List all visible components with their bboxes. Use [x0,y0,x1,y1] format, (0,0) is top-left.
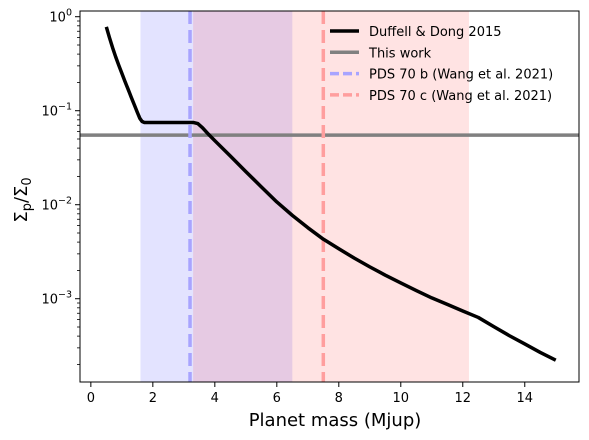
y-tick-label-1: 10−1 [41,102,72,120]
y-axis-label-sub-0: 0 [20,177,35,185]
y-axis-label: Σp/Σ0 [11,177,35,222]
legend-label-2: PDS 70 b (Wang et al. 2021) [369,68,553,83]
x-tick-label-7: 14 [516,391,533,406]
legend-label-0: Duffell & Dong 2015 [369,25,502,40]
x-tick-label-1: 2 [149,391,157,406]
plot-frame [79,10,580,383]
x-tick-label-3: 6 [273,391,281,406]
y-tick-label-3: 10−3 [41,290,72,308]
y-tick-label-2: 10−2 [41,196,72,214]
series-layer [80,11,579,382]
x-tick-label-6: 12 [454,391,471,406]
legend-label-3: PDS 70 c (Wang et al. 2021) [369,89,552,104]
y-tick-label-0: 100 [49,8,72,26]
legend: Duffell & Dong 2015 This work PDS 70 b (Wa… [330,25,553,104]
x-tick-label-4: 8 [335,391,343,406]
y-axis-label-mid: /Σ [11,186,32,203]
x-tick-layer: 0 2 4 6 8 10 12 14 [87,382,533,406]
series-line-0 [104,26,557,362]
x-tick-label-2: 4 [211,391,219,406]
y-axis-label-sub-p: p [20,203,35,211]
x-tick-label-5: 10 [393,391,410,406]
x-axis-label: Planet mass (Mjup) [249,410,422,431]
x-tick-label-0: 0 [87,391,95,406]
shaded-band-0 [140,11,293,382]
y-tick-layer: 100 10−1 10−2 10−3 [41,8,80,365]
legend-label-1: This work [368,46,432,61]
y-axis-label-sigma: Σ [11,211,32,222]
